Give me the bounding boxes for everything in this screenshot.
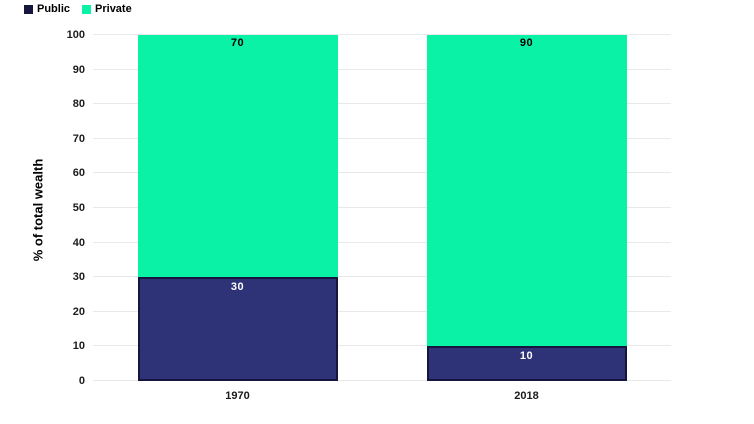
- y-tick-label: 100: [66, 29, 85, 41]
- gridline: [93, 68, 671, 70]
- y-tick-label: 70: [72, 132, 85, 145]
- plot-area: 0 10 20 30 40 50 60 70 80 90 100 30 70 1970 10 90 2018: [67, 29, 671, 402]
- y-tick-label: 50: [72, 202, 85, 214]
- bar-value-label: 90: [519, 37, 534, 50]
- bar-segment-public-2018: 10: [426, 346, 627, 381]
- legend-label: Private: [95, 3, 132, 15]
- bar-value-label: 30: [230, 281, 245, 294]
- gridline: [93, 241, 671, 243]
- chart-legend: Public Private: [24, 3, 132, 15]
- y-axis-title: % of total wealth: [30, 158, 46, 262]
- y-tick-label: 20: [72, 305, 85, 318]
- y-tick-label: 0: [78, 375, 85, 387]
- x-axis-label: 1970: [225, 390, 250, 402]
- legend-item-private: Private: [82, 3, 132, 15]
- gridline: [93, 34, 671, 35]
- legend-swatch-private: [82, 4, 92, 14]
- gridline: [93, 380, 671, 381]
- bar-segment-public-1970: 30: [137, 277, 338, 381]
- legend-swatch-public: [24, 4, 33, 14]
- gridline: [93, 137, 671, 139]
- gridline: [93, 172, 671, 174]
- bar-value-label: 70: [230, 37, 245, 50]
- legend-item-public: Public: [24, 3, 70, 15]
- legend-label: Public: [37, 3, 71, 15]
- x-axis-label: 2018: [514, 390, 539, 402]
- gridline: [93, 345, 671, 347]
- gridline: [93, 310, 671, 312]
- gridline: [93, 207, 671, 208]
- y-tick-label: 40: [72, 236, 85, 249]
- bar-value-label: 10: [519, 350, 534, 363]
- bar-segment-private-1970: 70: [137, 35, 338, 278]
- y-tick-label: 10: [72, 340, 85, 353]
- y-tick-label: 60: [72, 167, 85, 180]
- gridline: [93, 103, 671, 105]
- bar-segment-private-2018: 90: [426, 35, 627, 347]
- gridline: [93, 276, 671, 278]
- y-tick-label: 80: [72, 98, 85, 111]
- y-tick-label: 90: [72, 63, 85, 76]
- y-tick-label: 30: [72, 271, 85, 284]
